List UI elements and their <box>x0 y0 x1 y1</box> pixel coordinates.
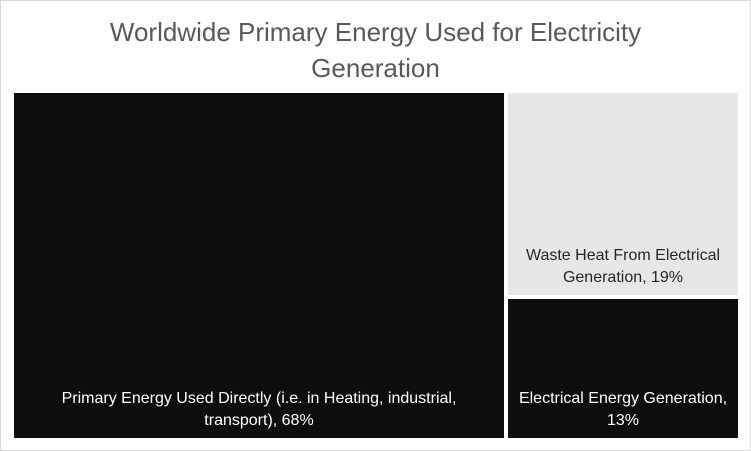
chart-title: Worldwide Primary Energy Used for Electr… <box>0 14 751 86</box>
treemap-label-line: Waste Heat From Electrical <box>525 247 721 264</box>
treemap-tile-electrical-generation: Electrical Energy Generation, 13% <box>508 299 738 438</box>
treemap-tile-primary-direct: Primary Energy Used Directly (i.e. in He… <box>14 93 504 438</box>
treemap-label-electrical-generation: Electrical Energy Generation, 13% <box>514 388 732 432</box>
treemap-label-line: transport), 68% <box>204 412 314 429</box>
treemap-tile-waste-heat: Waste Heat From Electrical Generation, 1… <box>508 93 738 295</box>
treemap-label-line: Primary Energy Used Directly (i.e. in He… <box>61 390 457 407</box>
treemap-label-primary-direct: Primary Energy Used Directly (i.e. in He… <box>20 388 498 432</box>
chart-title-line-1: Worldwide Primary Energy Used for Electr… <box>109 17 642 47</box>
treemap-label-waste-heat: Waste Heat From Electrical Generation, 1… <box>514 245 732 289</box>
treemap-label-line: 13% <box>606 412 640 429</box>
treemap-label-line: Electrical Energy Generation, <box>518 390 728 407</box>
treemap-label-line: Generation, 19% <box>562 269 684 286</box>
chart-title-line-2: Generation <box>311 53 440 83</box>
